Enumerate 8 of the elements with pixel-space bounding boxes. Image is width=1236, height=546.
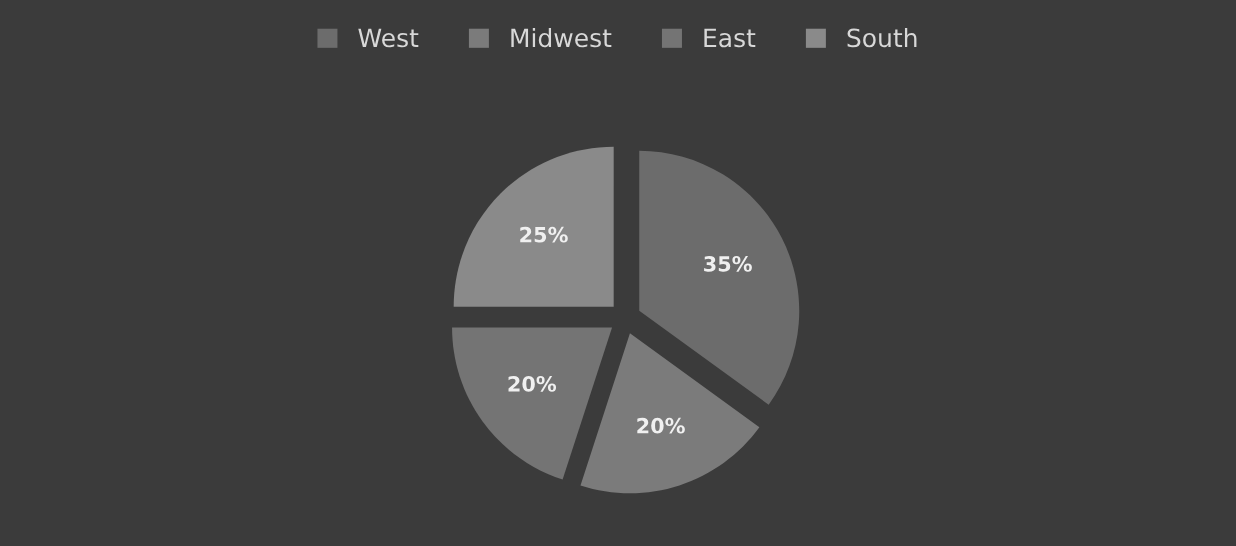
legend-label: East [704, 28, 756, 48]
legend-label: South [847, 27, 917, 48]
data-label: 35% [704, 255, 752, 272]
legend-label: West [358, 28, 419, 48]
data-label: 20% [508, 376, 557, 392]
legend-label: Midwest [511, 27, 612, 48]
data-label: 25% [520, 226, 568, 243]
data-label: 20% [637, 417, 685, 434]
